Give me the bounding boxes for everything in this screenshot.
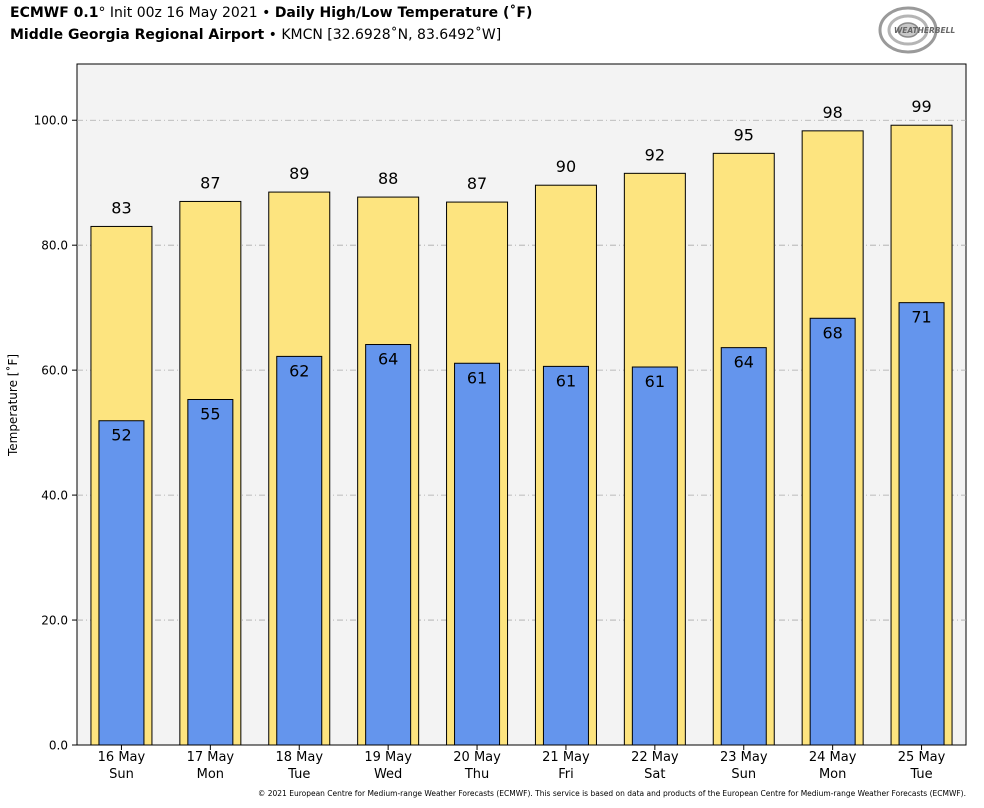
y-tick-label: 20.0 xyxy=(41,614,68,628)
low-temp-bar xyxy=(454,362,501,746)
x-tick-day: Mon xyxy=(197,767,224,782)
logo-swirl-outer xyxy=(878,6,938,54)
grid-lines xyxy=(77,119,966,621)
x-tick-day: Tue xyxy=(909,767,932,782)
low-temp-label: 52 xyxy=(111,426,131,445)
low-temp-label: 64 xyxy=(734,353,754,372)
copyright-footer: © 2021 European Centre for Medium-range … xyxy=(257,789,966,798)
high-temp-label: 92 xyxy=(645,145,665,164)
y-tick-label: 100.0 xyxy=(34,114,68,128)
x-tick-date: 18 May xyxy=(275,750,323,765)
init-time: Init 00z 16 May 2021 xyxy=(105,5,258,21)
x-tick-day: Tue xyxy=(287,767,310,782)
x-tick-day: Mon xyxy=(819,767,846,782)
x-tick-day: Sun xyxy=(731,767,756,782)
high-temp-label: 90 xyxy=(556,157,576,176)
low-temp-bar xyxy=(98,420,145,746)
plot-area xyxy=(76,63,967,746)
x-tick-date: 23 May xyxy=(720,750,768,765)
y-axis-label: Temperature [˚F] xyxy=(5,354,20,457)
high-temp-label: 98 xyxy=(822,103,842,122)
low-temp-label: 64 xyxy=(378,350,398,369)
x-tick-date: 19 May xyxy=(364,750,412,765)
x-tick-date: 17 May xyxy=(187,750,235,765)
x-axis: 16 May Sun 17 May Mon 18 May Tue 19 May Wed 20 M… xyxy=(98,745,946,782)
high-temp-bar xyxy=(90,225,153,746)
x-tick-date: 20 May xyxy=(453,750,501,765)
x-tick-day: Fri xyxy=(558,767,574,782)
high-temp-label: 87 xyxy=(200,173,220,192)
high-temp-bar xyxy=(890,124,953,746)
low-temp-bar xyxy=(809,317,856,746)
x-tick-date: 16 May xyxy=(98,750,146,765)
station-location: KMCN [32.6928˚N, 83.6492˚W] xyxy=(281,27,502,43)
low-temp-label: 62 xyxy=(289,361,309,380)
low-temp-label: 71 xyxy=(911,308,931,327)
model-name: ECMWF 0.1 xyxy=(10,5,99,21)
high-temp-bar xyxy=(268,191,331,746)
title-separator: • xyxy=(257,5,275,21)
high-temp-label: 89 xyxy=(289,164,309,183)
x-tick-day: Thu xyxy=(464,767,489,782)
chart-title: ECMWF 0.1° Init 00z 16 May 2021 • Daily … xyxy=(10,5,532,21)
weatherbell-logo: WEATHERBELL xyxy=(878,6,955,54)
y-tick-label: 60.0 xyxy=(41,364,68,378)
x-tick-day: Sat xyxy=(644,767,665,782)
low-temp-label: 68 xyxy=(822,323,842,342)
title-text: Daily High/Low Temperature (˚F) xyxy=(274,5,533,21)
y-axis: 0.0 20.0 40.0 60.0 80.0 100.0 xyxy=(34,114,77,753)
y-tick-label: 40.0 xyxy=(41,489,68,503)
logo-text: WEATHERBELL xyxy=(894,26,955,35)
x-tick-date: 24 May xyxy=(809,750,857,765)
x-tick-date: 25 May xyxy=(898,750,946,765)
chart-subtitle: Middle Georgia Regional Airport • KMCN [… xyxy=(10,27,501,43)
low-temp-label: 61 xyxy=(556,371,576,390)
low-temp-bar xyxy=(542,365,589,746)
high-temp-label: 87 xyxy=(467,174,487,193)
low-temp-bar xyxy=(720,347,767,746)
x-tick-day: Sun xyxy=(109,767,134,782)
low-temp-bar xyxy=(631,366,678,746)
low-temp-label: 61 xyxy=(467,368,487,387)
high-temp-bar xyxy=(801,130,864,746)
high-temp-bar xyxy=(446,201,509,746)
high-temp-bar xyxy=(534,184,597,746)
high-temp-label: 83 xyxy=(111,198,131,217)
high-temp-label: 99 xyxy=(911,97,931,116)
y-tick-label: 80.0 xyxy=(41,239,68,253)
low-temp-bar xyxy=(365,344,412,746)
high-temp-bar xyxy=(179,200,242,746)
high-temp-label: 88 xyxy=(378,169,398,188)
low-temp-label: 55 xyxy=(200,405,220,424)
station-name: Middle Georgia Regional Airport xyxy=(10,27,265,43)
low-temp-bar xyxy=(276,355,323,746)
logo-swirl-inner xyxy=(897,22,919,38)
low-temp-bar xyxy=(187,399,234,746)
degree-mark: ° xyxy=(98,5,106,21)
high-temp-bar xyxy=(357,196,420,746)
y-tick-label: 0.0 xyxy=(49,739,68,753)
logo-swirl-mid xyxy=(887,14,929,46)
x-tick-day: Wed xyxy=(374,767,402,782)
low-temp-bar xyxy=(898,302,945,746)
high-temp-label: 95 xyxy=(734,125,754,144)
high-temp-bar xyxy=(623,172,686,746)
x-tick-date: 21 May xyxy=(542,750,590,765)
low-temp-label: 61 xyxy=(645,372,665,391)
x-tick-date: 22 May xyxy=(631,750,679,765)
high-temp-bar xyxy=(712,152,775,746)
subtitle-separator: • xyxy=(264,27,282,43)
bars: 83 52 87 55 89 62 88 64 87 61 90 61 92 61 95 64 98 68 99 71 xyxy=(90,97,953,746)
